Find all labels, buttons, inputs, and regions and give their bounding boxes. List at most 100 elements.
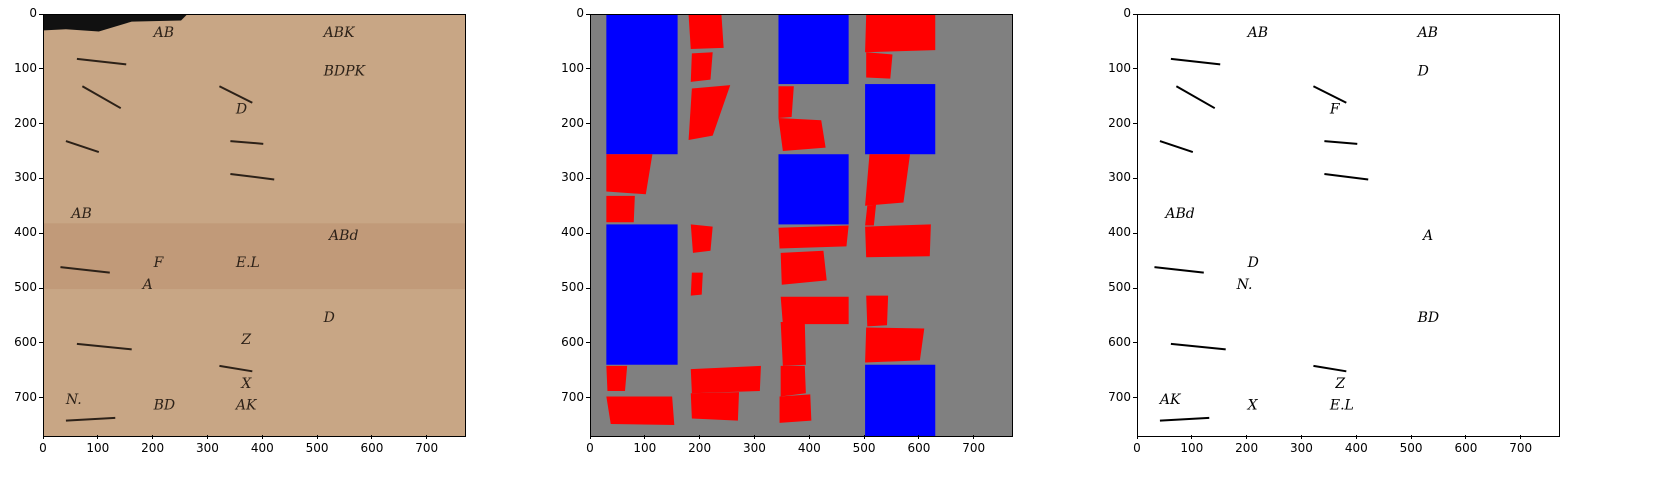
ink-stroke xyxy=(1154,266,1204,274)
x-tick-label: 500 xyxy=(1399,441,1423,455)
x-tick-mark xyxy=(863,435,865,439)
y-tick-mark xyxy=(39,342,43,344)
ink-stroke xyxy=(1170,57,1221,66)
x-tick-label: 500 xyxy=(305,441,329,455)
x-tick-mark xyxy=(1465,435,1467,439)
mask-block xyxy=(778,154,849,225)
x-tick-mark xyxy=(1355,435,1357,439)
ink-stroke xyxy=(1170,342,1226,351)
handwriting-glyph: BDPK xyxy=(323,63,367,79)
image-canvas xyxy=(591,15,1012,436)
x-tick-mark xyxy=(97,435,99,439)
x-tick-mark xyxy=(1520,435,1522,439)
axes-manuscript-photo: AB ABK BDPK AB D ABd F A D N. BD AK X E.L Z xyxy=(43,14,466,437)
x-tick-label: 600 xyxy=(907,441,931,455)
x-tick-mark xyxy=(1191,435,1193,439)
y-tick-label: 200 xyxy=(1108,115,1131,130)
ink-stroke xyxy=(65,416,116,422)
x-tick-label: 0 xyxy=(586,441,594,455)
y-tick-mark xyxy=(1133,68,1137,70)
mask-region xyxy=(865,154,911,206)
y-tick-mark xyxy=(39,68,43,70)
x-tick-mark xyxy=(644,435,646,439)
mask-region xyxy=(780,365,806,397)
y-tick-mark xyxy=(586,232,590,234)
x-tick-label: 100 xyxy=(1180,441,1204,455)
ink-stroke xyxy=(1159,416,1210,422)
x-tick-label: 300 xyxy=(743,441,766,455)
mask-block xyxy=(778,15,849,85)
x-tick-mark xyxy=(1300,435,1302,439)
handwriting-glyph: F xyxy=(1329,102,1341,118)
x-tick-mark xyxy=(918,435,920,439)
y-tick-label: 700 xyxy=(1108,389,1131,404)
handwriting-glyph: Z xyxy=(1334,376,1345,392)
x-tick-mark xyxy=(589,435,591,439)
y-tick-mark xyxy=(39,123,43,125)
mask-block xyxy=(606,224,678,365)
y-tick-mark xyxy=(39,397,43,399)
mask-region xyxy=(690,365,761,394)
x-tick-label: 700 xyxy=(415,441,439,455)
y-tick-label: 500 xyxy=(1108,280,1131,295)
y-tick-mark xyxy=(1133,287,1137,289)
x-tick-mark xyxy=(1136,435,1138,439)
mask-region xyxy=(688,15,724,49)
axes-binarized: AB AB D ABd F A D N. BD AK X E.L Z xyxy=(1137,14,1560,437)
ink-stroke xyxy=(219,364,253,373)
y-tick-label: 300 xyxy=(561,170,584,185)
mask-region xyxy=(778,86,794,119)
x-tick-mark xyxy=(1246,435,1248,439)
ink-stroke xyxy=(76,342,132,351)
handwriting-glyph: D xyxy=(1247,255,1259,271)
x-tick-label: 400 xyxy=(250,441,274,455)
mask-region xyxy=(779,394,812,423)
x-tick-label: 300 xyxy=(196,441,219,455)
x-tick-label: 300 xyxy=(1290,441,1313,455)
ink-stroke xyxy=(1159,140,1194,153)
mask-block xyxy=(606,15,678,155)
mask-region xyxy=(865,204,877,226)
handwriting-glyph: N. xyxy=(1236,277,1253,293)
mask-region xyxy=(778,118,826,151)
y-tick-label: 400 xyxy=(561,225,584,240)
x-tick-label: 0 xyxy=(39,441,47,455)
mask-block xyxy=(865,364,936,436)
axes-segmentation-mask xyxy=(590,14,1013,437)
handwriting-glyph: A xyxy=(1421,228,1433,244)
x-tick-mark xyxy=(42,435,44,439)
handwriting-glyph: AB xyxy=(152,25,174,41)
y-tick-label: 0 xyxy=(576,6,584,20)
mask-region xyxy=(865,327,925,363)
mask-region xyxy=(865,15,936,53)
x-tick-mark xyxy=(753,435,755,439)
image-canvas: AB AB D ABd F A D N. BD AK X E.L Z xyxy=(1138,15,1559,436)
handwriting-glyph: A xyxy=(141,277,153,293)
y-tick-label: 400 xyxy=(14,225,37,240)
x-tick-mark xyxy=(152,435,154,439)
mask-region xyxy=(780,296,849,325)
y-tick-label: 100 xyxy=(14,60,37,75)
y-tick-label: 700 xyxy=(14,389,37,404)
x-tick-mark xyxy=(699,435,701,439)
x-tick-mark xyxy=(973,435,975,439)
x-tick-mark xyxy=(206,435,208,439)
torn-corner xyxy=(44,15,187,32)
handwriting-glyph: AK xyxy=(1158,392,1182,408)
x-tick-label: 200 xyxy=(141,441,165,455)
x-tick-label: 200 xyxy=(688,441,712,455)
handwriting-glyph: X xyxy=(240,376,252,392)
handwriting-glyph: AB xyxy=(69,206,91,222)
stain-band xyxy=(44,223,465,290)
handwriting-glyph: X xyxy=(1247,398,1259,414)
mask-region xyxy=(866,52,893,79)
mask-region xyxy=(688,85,731,140)
handwriting-glyph: AK xyxy=(234,398,258,414)
handwriting-glyph: E.L xyxy=(235,255,260,271)
y-tick-mark xyxy=(39,287,43,289)
handwriting-glyph: ABd xyxy=(1163,206,1194,222)
y-tick-mark xyxy=(586,287,590,289)
handwriting-glyph: AB xyxy=(1246,25,1268,41)
x-tick-mark xyxy=(371,435,373,439)
y-tick-mark xyxy=(1133,13,1137,15)
